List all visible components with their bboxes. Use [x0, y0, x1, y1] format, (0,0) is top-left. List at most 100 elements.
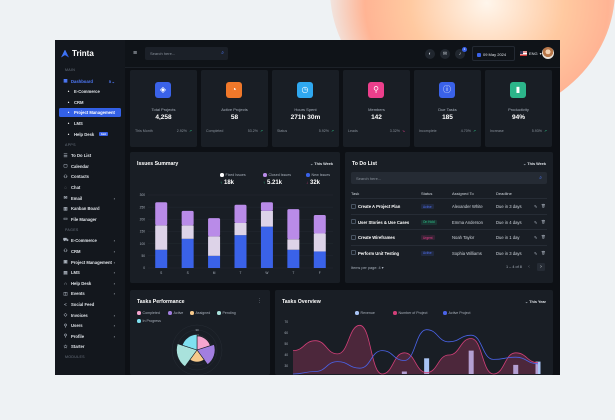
prev-page-button[interactable]: ‹ [528, 264, 530, 270]
legend-item[interactable]: Closed Issues [263, 173, 291, 177]
items-per-page[interactable]: Items per page: 4 ▾ [351, 266, 384, 270]
sidebar-item-calendar[interactable]: ▢ Calendar [59, 162, 121, 171]
bar-new-issues[interactable] [155, 249, 168, 268]
task-name[interactable]: Perform Unit Testing [358, 250, 400, 256]
sidebar-item-to-do-list[interactable]: ☰ To Do List [59, 151, 121, 160]
bar-closed-issues[interactable] [181, 210, 194, 226]
legend-item[interactable]: New Issues [306, 173, 330, 177]
legend-item[interactable]: In Progress [137, 319, 161, 323]
sidebar-item-users[interactable]: ⚲ Users › [59, 321, 121, 330]
avatar[interactable] [542, 47, 554, 59]
trash-icon[interactable]: 🗑 [541, 250, 546, 255]
sidebar-item-e-commerce[interactable]: • E-Commerce [59, 87, 121, 96]
legend-item[interactable]: Revenue [355, 311, 375, 315]
row-checkbox[interactable] [351, 250, 356, 255]
sidebar-item-social-feed[interactable]: < Social Feed [59, 300, 121, 309]
bar-fixed-issues[interactable] [260, 210, 273, 227]
bar-new-issues[interactable] [208, 255, 221, 268]
row-checkbox[interactable] [351, 219, 356, 224]
bar-closed-issues[interactable] [208, 218, 221, 237]
bar-closed-issues[interactable] [234, 204, 247, 223]
legend-item[interactable]: Number of Project [393, 311, 427, 315]
legend-item[interactable]: Active [168, 311, 183, 315]
menu-toggle-icon[interactable]: ≡ [133, 50, 138, 57]
sidebar-item-starter[interactable]: ✩ Starter [59, 342, 121, 351]
bell-icon[interactable]: ♪ 1 [455, 47, 467, 59]
sidebar-item-project-management[interactable]: ▣ Project Management › [59, 258, 121, 267]
next-page-button[interactable]: › [537, 263, 545, 271]
legend-item[interactable]: Completed [137, 311, 160, 315]
bar-fixed-issues[interactable] [234, 222, 247, 236]
task-name[interactable]: Create Wireframes [358, 235, 395, 240]
bar-fixed-issues[interactable] [181, 225, 194, 239]
theme-toggle-icon[interactable]: ◐ [425, 49, 435, 59]
sidebar-item-kanban-board[interactable]: ▥ Kanban Board [59, 204, 121, 213]
bar-fixed-issues[interactable] [287, 239, 300, 250]
language-selector[interactable]: ENG ▾ [520, 51, 542, 56]
bar-new-issues[interactable] [181, 238, 194, 268]
period-dropdown[interactable]: This Week [523, 161, 546, 166]
edit-icon[interactable]: ✎ [534, 250, 538, 256]
bar-closed-issues[interactable] [287, 209, 300, 240]
revenue-bar[interactable] [513, 364, 519, 374]
more-options-icon[interactable]: ⋮ [257, 298, 262, 304]
logo[interactable]: Trinta [61, 49, 94, 58]
bar-closed-issues[interactable] [155, 202, 168, 226]
task-name[interactable]: User Stories & Use Cases [358, 219, 410, 225]
bar-new-issues[interactable] [260, 226, 273, 268]
sidebar-item-help-desk[interactable]: • Help Desk Hot [59, 130, 121, 139]
bar-closed-issues[interactable] [313, 214, 326, 234]
search-input[interactable]: Search here... ⌕ [145, 47, 228, 60]
sidebar-item-profile[interactable]: ⚲ Profile › [59, 332, 121, 341]
sidebar-item-lms[interactable]: • LMS [59, 119, 121, 128]
bar-fixed-issues[interactable] [208, 236, 221, 256]
bar-closed-issues[interactable] [260, 202, 273, 211]
revenue-bar[interactable] [401, 371, 407, 375]
search-icon[interactable]: ⌕ [221, 50, 224, 56]
polar-slice-pending[interactable] [176, 343, 198, 368]
sidebar-item-contacts[interactable]: ⚇ Contacts [59, 172, 121, 181]
sidebar-item-lms[interactable]: ▤ LMS › [59, 268, 121, 277]
bar-fixed-issues[interactable] [155, 225, 168, 250]
legend-item[interactable]: Pending [217, 311, 236, 315]
period-dropdown[interactable]: This Week [310, 161, 333, 166]
task-name[interactable]: Create A Project Plan [358, 204, 401, 209]
date-display[interactable]: 09 May 2024 [472, 46, 515, 61]
bar-new-issues[interactable] [287, 249, 300, 268]
edit-icon[interactable]: ✎ [534, 219, 538, 225]
bar-new-issues[interactable] [234, 235, 247, 268]
sidebar-item-email[interactable]: ✉ Email › [59, 194, 121, 203]
trash-icon[interactable]: 🗑 [541, 204, 546, 208]
sidebar-item-invoices[interactable]: ◇ Invoices › [59, 311, 121, 320]
search-icon[interactable]: ⌕ [539, 174, 542, 181]
sidebar-item-project-management[interactable]: • Project Management [59, 108, 121, 118]
sidebar-item-events[interactable]: ◫ Events › [59, 289, 121, 298]
revenue-bar[interactable] [424, 358, 430, 374]
sidebar-item-file-manager[interactable]: ▭ File Manager [59, 215, 121, 224]
period-dropdown[interactable]: This Year [525, 299, 546, 304]
polar-slice-active[interactable] [196, 344, 216, 365]
sidebar-item-chat[interactable]: ◌ Chat [59, 183, 121, 192]
revenue-bar[interactable] [468, 350, 474, 374]
polar-slice-in-progress[interactable] [181, 334, 198, 351]
sidebar-item-e-commerce[interactable]: ⛟ E-Commerce › [59, 236, 121, 245]
sidebar-item-crm[interactable]: ⚇ CRM › [59, 247, 121, 256]
revenue-bar[interactable] [535, 361, 541, 374]
sidebar-item-help-desk[interactable]: ∩ Help Desk › [59, 279, 121, 288]
row-checkbox[interactable] [351, 203, 356, 209]
legend-item[interactable]: Active Project [443, 311, 470, 315]
trash-icon[interactable]: 🗑 [541, 219, 546, 224]
bar-fixed-issues[interactable] [313, 233, 326, 252]
active-project-line[interactable] [292, 329, 539, 375]
number-of-project-line[interactable] [292, 324, 539, 375]
bar-new-issues[interactable] [313, 251, 326, 268]
edit-icon[interactable]: ✎ [534, 204, 538, 209]
sidebar-item-dashboard[interactable]: ▦ Dashboard 5 ⌄ [59, 77, 121, 86]
edit-icon[interactable]: ✎ [534, 235, 538, 240]
sidebar-item-crm[interactable]: • CRM [59, 98, 121, 107]
legend-item[interactable]: Assigned [190, 311, 210, 315]
todo-search-input[interactable]: Search here... ⌕ [351, 172, 547, 184]
trash-icon[interactable]: 🗑 [541, 235, 546, 239]
row-checkbox[interactable] [351, 234, 356, 240]
legend-item[interactable]: Fixed Issues [220, 173, 246, 177]
